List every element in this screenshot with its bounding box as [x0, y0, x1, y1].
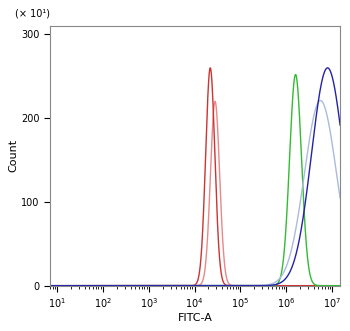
Text: (× 10¹): (× 10¹): [15, 8, 50, 18]
X-axis label: FITC-A: FITC-A: [177, 313, 212, 323]
Y-axis label: Count: Count: [8, 139, 18, 172]
